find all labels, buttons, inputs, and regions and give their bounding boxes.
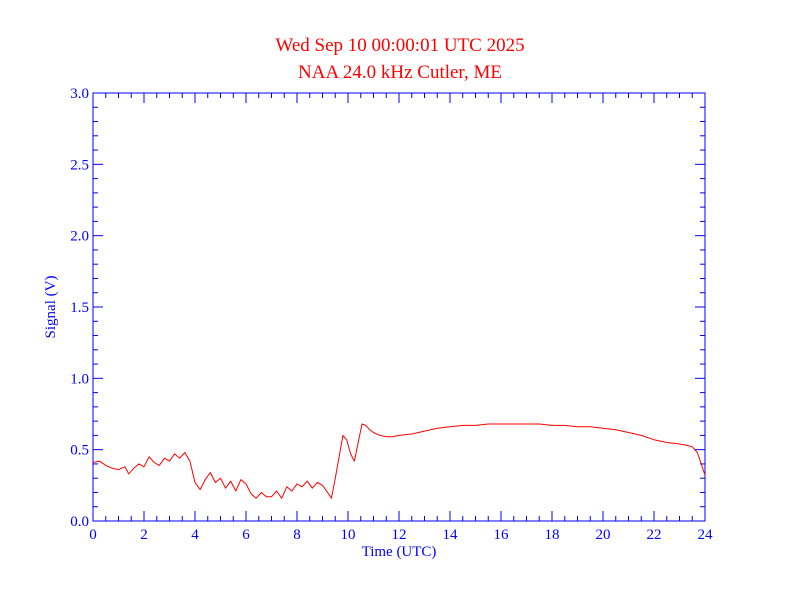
signal-series-line (92, 423, 706, 499)
x-tick-label: 2 (140, 527, 148, 543)
x-tick-label: 8 (293, 527, 301, 543)
x-tick-label: 12 (392, 527, 407, 543)
y-tick-label: 1.5 (70, 300, 89, 316)
chart-subtitle: NAA 24.0 kHz Cutler, ME (298, 62, 502, 83)
x-tick-label: 22 (647, 527, 662, 543)
y-tick-label: 2.0 (70, 229, 89, 245)
y-tick-label: 1.0 (70, 371, 89, 387)
y-tick-label: 3.0 (70, 86, 89, 102)
x-tick-label: 16 (494, 527, 510, 543)
x-tick-label: 6 (242, 527, 250, 543)
x-tick-label: 18 (545, 527, 560, 543)
chart-title: Wed Sep 10 00:00:01 UTC 2025 (275, 35, 524, 56)
y-tick-label: 2.5 (70, 157, 89, 173)
plot-area: 0 2 4 6 8 10 12 14 16 18 20 22 240.00.51.01.52.02.53… (70, 86, 713, 543)
x-tick-label: 10 (341, 527, 356, 543)
y-axis-title: Signal (V) (43, 276, 59, 339)
plot-frame (92, 92, 706, 522)
x-tick-label: 0 (89, 527, 97, 543)
y-tick-label: 0.5 (70, 443, 89, 459)
x-tick-label: 20 (596, 527, 611, 543)
x-tick-label: 24 (698, 527, 714, 543)
x-tick-label: 14 (443, 527, 459, 543)
y-tick-label: 0.0 (70, 514, 89, 530)
x-tick-label: 4 (191, 527, 199, 543)
x-axis-title: Time (UTC) (362, 544, 437, 560)
